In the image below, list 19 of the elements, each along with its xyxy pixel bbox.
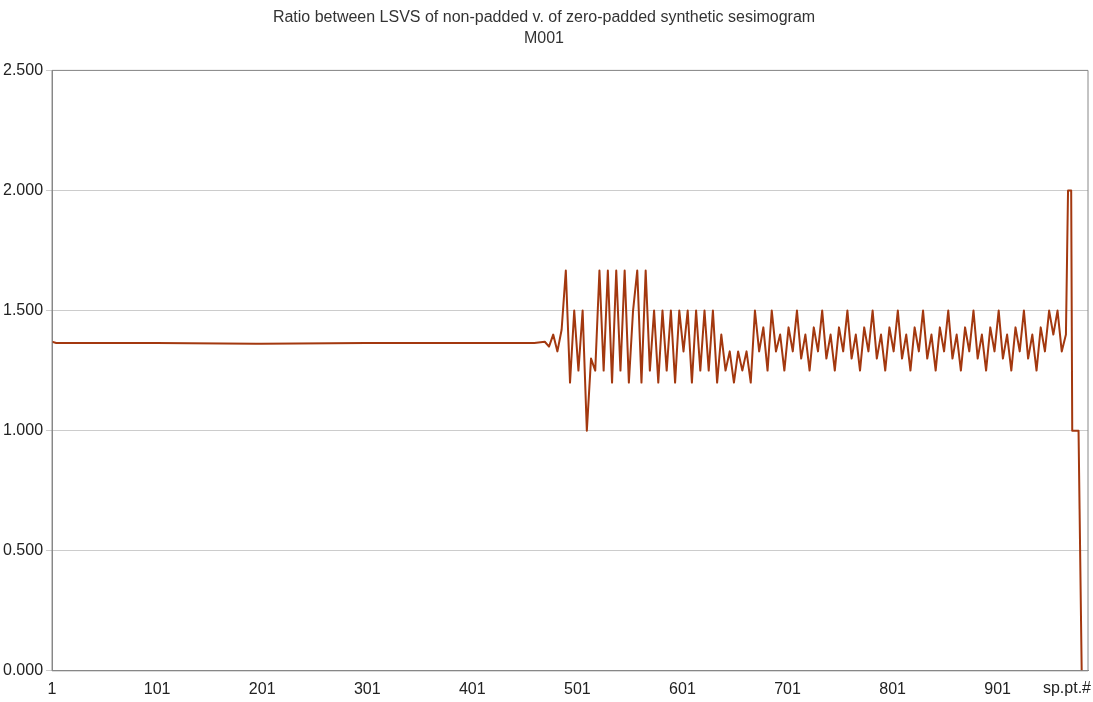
x-tick-label: 701 <box>774 679 801 697</box>
x-axis-title: sp.pt.# <box>1042 679 1092 697</box>
x-tick-label: 601 <box>669 679 696 697</box>
x-tick-label: 501 <box>564 679 591 697</box>
y-tick-label: 1.500 <box>2 300 44 318</box>
y-tick-label: 2.500 <box>2 60 44 78</box>
chart-subtitle: M001 <box>523 29 565 47</box>
x-tick-label: 1 <box>47 679 57 697</box>
y-tick-label: 0.500 <box>2 541 44 559</box>
x-tick-label: 901 <box>984 679 1012 697</box>
x-tick-label: 201 <box>248 679 276 697</box>
y-tick-label: 0.000 <box>2 661 44 679</box>
y-tick-label: 1.000 <box>2 421 44 439</box>
y-tick-label: 2.000 <box>2 180 44 198</box>
x-tick-label: 401 <box>458 679 486 697</box>
x-tick-label: 301 <box>353 679 381 697</box>
x-tick-label: 101 <box>143 679 171 697</box>
x-tick-label: 801 <box>879 679 907 697</box>
chart-title: Ratio between LSVS of non-padded v. of zero-padded synthetic sesimogram <box>272 8 816 26</box>
